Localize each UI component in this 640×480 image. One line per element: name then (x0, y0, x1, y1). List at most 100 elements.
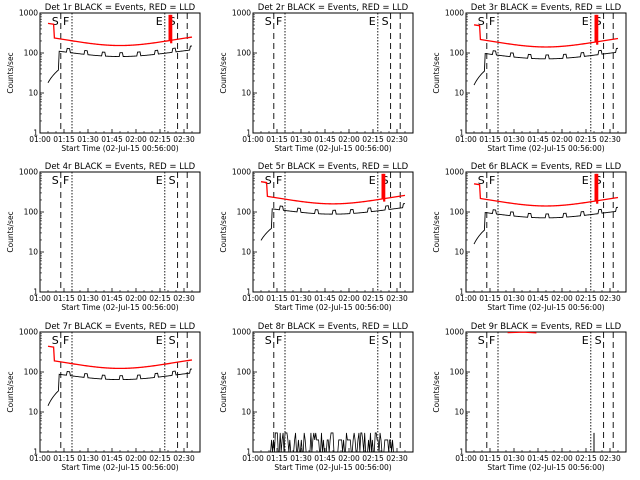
events-series-line (260, 203, 406, 241)
y-tick-label: 10 (241, 89, 251, 98)
x-tick-label: 01:00 (29, 135, 51, 144)
lld-series-line (473, 24, 619, 48)
x-tick-label: 01:15 (53, 294, 75, 303)
x-tick-label: 02:15 (362, 135, 384, 144)
detector-panel: Det 6r BLACK = Events, RED = LLD 1 10 100 10… (432, 162, 627, 312)
events-series-line (47, 368, 193, 407)
time-marker-label: E (156, 174, 163, 187)
y-axis-label: Counts/sec (432, 211, 441, 252)
time-marker-label: F (489, 174, 495, 187)
time-marker-label: F (63, 334, 69, 347)
y-tick-label: 1000 (19, 328, 38, 337)
detector-panel: Det 8r BLACK = Events, RED = LLD 1 10 100 10… (219, 322, 414, 472)
time-marker-label: F (489, 15, 495, 28)
y-tick-label: 1000 (19, 9, 38, 18)
y-tick-label: 1000 (232, 9, 251, 18)
y-tick-label: 1 (246, 448, 251, 457)
y-tick-label: 1000 (232, 168, 251, 177)
x-tick-label: 02:30 (386, 135, 408, 144)
y-tick-label: 100 (450, 368, 465, 377)
x-tick-label: 01:45 (527, 294, 549, 303)
y-tick-label: 1 (246, 129, 251, 138)
x-axis-label: Start Time (02-Jul-15 00:56:00) (487, 303, 604, 312)
x-tick-label: 02:15 (149, 135, 171, 144)
time-marker-label: F (276, 15, 282, 28)
lld-series-line (473, 183, 619, 207)
x-tick-label: 01:15 (479, 454, 501, 463)
time-marker-label: S (52, 174, 59, 187)
x-tick-label: 01:15 (53, 454, 75, 463)
y-tick-label: 100 (24, 208, 39, 217)
x-tick-label: 01:45 (527, 135, 549, 144)
plot-frame (465, 12, 627, 134)
x-tick-label: 02:15 (575, 454, 597, 463)
y-tick-label: 100 (237, 368, 252, 377)
time-marker-label: S (382, 15, 389, 28)
plot-frame (39, 171, 201, 293)
y-tick-label: 100 (24, 49, 39, 58)
time-marker-label: E (369, 174, 376, 187)
time-marker-label: S (169, 334, 176, 347)
detector-panel: Det 2r BLACK = Events, RED = LLD 1 10 100 10… (219, 3, 414, 153)
events-series-line (473, 47, 619, 86)
y-tick-label: 10 (28, 408, 38, 417)
x-tick-label: 01:45 (101, 454, 123, 463)
y-tick-label: 1000 (19, 168, 38, 177)
y-tick-label: 10 (28, 89, 38, 98)
x-tick-label: 02:00 (338, 135, 360, 144)
time-marker-label: F (63, 15, 69, 28)
time-marker-label: S (478, 334, 485, 347)
time-marker-label: S (265, 334, 272, 347)
x-tick-label: 01:30 (77, 454, 99, 463)
lld-series-line (47, 345, 193, 370)
time-marker-label: E (156, 15, 163, 28)
y-tick-label: 1 (459, 288, 464, 297)
lld-series-line (260, 181, 406, 205)
time-marker-label: E (582, 15, 589, 28)
y-tick-label: 1 (33, 288, 38, 297)
lld-series-line (507, 331, 537, 334)
plot-frame (39, 331, 201, 453)
time-marker-label: S (52, 15, 59, 28)
lld-series-line (47, 22, 193, 47)
x-tick-label: 02:15 (362, 454, 384, 463)
x-tick-label: 01:15 (53, 135, 75, 144)
x-tick-label: 01:30 (503, 135, 525, 144)
x-tick-label: 01:30 (290, 454, 312, 463)
x-tick-label: 02:00 (551, 294, 573, 303)
plot-frame (39, 12, 201, 134)
y-axis-label: Counts/sec (6, 211, 15, 252)
x-tick-label: 02:15 (149, 294, 171, 303)
y-tick-label: 1 (33, 129, 38, 138)
x-tick-label: 01:00 (242, 135, 264, 144)
x-tick-label: 01:45 (527, 454, 549, 463)
x-tick-label: 02:15 (575, 135, 597, 144)
x-tick-label: 01:30 (290, 294, 312, 303)
y-tick-label: 1000 (232, 328, 251, 337)
panel-title: Det 7r BLACK = Events, RED = LLD (45, 322, 196, 332)
detector-panel: Det 7r BLACK = Events, RED = LLD 1 10 100 10… (6, 322, 201, 472)
y-tick-label: 10 (28, 248, 38, 257)
time-marker-label: F (276, 334, 282, 347)
x-axis-label: Start Time (02-Jul-15 00:56:00) (487, 463, 604, 472)
detector-panel: Det 9r BLACK = Events, RED = LLD 1 10 100 10… (432, 322, 627, 472)
x-tick-label: 01:30 (503, 294, 525, 303)
detector-panel: Det 5r BLACK = Events, RED = LLD 1 10 100 10… (219, 162, 414, 312)
x-axis-label: Start Time (02-Jul-15 00:56:00) (61, 144, 178, 153)
time-marker-label: S (595, 334, 602, 347)
x-tick-label: 01:45 (101, 135, 123, 144)
y-tick-label: 1000 (445, 328, 464, 337)
y-tick-label: 1000 (445, 9, 464, 18)
panel-title: Det 3r BLACK = Events, RED = LLD (471, 3, 622, 13)
panel-title: Det 8r BLACK = Events, RED = LLD (258, 322, 409, 332)
detector-panel: Det 4r BLACK = Events, RED = LLD 1 10 100 10… (6, 162, 201, 312)
x-axis-label: Start Time (02-Jul-15 00:56:00) (274, 463, 391, 472)
time-marker-label: S (52, 334, 59, 347)
y-axis-label: Counts/sec (6, 371, 15, 412)
x-axis-label: Start Time (02-Jul-15 00:56:00) (274, 303, 391, 312)
x-axis-label: Start Time (02-Jul-15 00:56:00) (61, 463, 178, 472)
time-marker-label: F (63, 174, 69, 187)
events-series-line (473, 206, 619, 245)
x-tick-label: 01:00 (29, 454, 51, 463)
x-tick-label: 02:30 (386, 294, 408, 303)
